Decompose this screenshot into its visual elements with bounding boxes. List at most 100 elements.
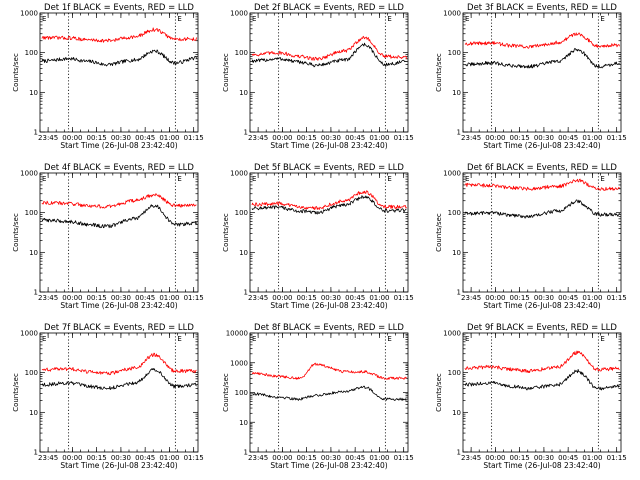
x-tick-label: 01:00 [582,454,602,462]
x-axis-label: Start Time (26-Jul-08 23:42:40) [60,461,177,470]
plot-title: Det 1f BLACK = Events, RED = LLD [44,3,194,13]
y-tick-label: 1 [244,129,248,137]
x-tick-label: 00:45 [135,134,155,142]
y-tick-label: 100 [25,369,38,377]
y-axis-label: Counts/sec [12,53,20,92]
eclipse-marker-label: E [42,335,46,343]
plot-title: Det 4f BLACK = Events, RED = LLD [44,163,194,173]
y-tick-label: 1 [457,289,461,297]
x-axis-label: Start Time (26-Jul-08 23:42:40) [60,301,177,310]
x-tick-label: 00:45 [345,134,365,142]
x-tick-label: 00:45 [135,454,155,462]
x-tick-label: 01:00 [159,294,179,302]
x-tick-label: 00:00 [62,294,82,302]
eclipse-marker-label: E [252,335,256,343]
y-tick-label: 10000 [226,330,248,338]
plot-panel: Det 3f BLACK = Events, RED = LLD 1 10 100 10… [435,3,627,150]
x-tick-label: 23:45 [248,294,268,302]
y-tick-label: 100 [448,49,461,57]
plot-panel: Det 5f BLACK = Events, RED = LLD 1 10 100 10… [222,163,414,310]
y-axis-label: Counts/sec [222,373,230,412]
x-tick-label: 00:45 [558,294,578,302]
y-tick-label: 1000 [443,330,461,338]
y-tick-label: 10 [239,249,248,257]
y-tick-label: 10 [452,249,461,257]
y-tick-label: 1 [457,449,461,457]
events-series-line [464,199,620,219]
y-axis-label: Counts/sec [222,213,230,252]
x-tick-label: 00:30 [111,294,131,302]
y-tick-label: 100 [235,49,248,57]
plot-panel: Det 6f BLACK = Events, RED = LLD 1 10 100 10… [435,163,627,310]
x-tick-label: 00:00 [272,294,292,302]
eclipse-marker-label: E [465,175,469,183]
x-tick-label: 00:30 [321,294,341,302]
plot-frame [249,332,409,453]
eclipse-marker-label: E [387,335,391,343]
x-tick-label: 01:15 [394,294,414,302]
x-tick-label: 00:15 [297,454,317,462]
eclipse-marker-label: E [600,175,604,183]
y-tick-label: 1 [244,449,248,457]
plot-title: Det 7f BLACK = Events, RED = LLD [44,323,194,333]
y-tick-label: 10 [239,419,248,427]
y-axis-label: Counts/sec [222,53,230,92]
plot-frame [249,12,409,133]
plot-title: Det 9f BLACK = Events, RED = LLD [467,323,617,333]
y-tick-label: 100 [448,369,461,377]
y-tick-label: 1 [457,129,461,137]
x-axis-label: Start Time (26-Jul-08 23:42:40) [270,141,387,150]
y-axis-label: Counts/sec [12,373,20,412]
x-tick-label: 01:00 [582,134,602,142]
events-series-line [464,47,620,69]
x-axis-label: Start Time (26-Jul-08 23:42:40) [60,141,177,150]
x-tick-label: 00:30 [534,294,554,302]
x-tick-label: 23:45 [461,454,481,462]
x-tick-label: 00:00 [272,454,292,462]
eclipse-marker-label: E [177,175,181,183]
plot-panel: Det 2f BLACK = Events, RED = LLD 1 10 100 10… [222,3,414,150]
x-tick-label: 23:45 [38,134,58,142]
eclipse-marker-label: E [600,335,604,343]
x-tick-label: 00:45 [135,294,155,302]
eclipse-marker-label: E [177,335,181,343]
y-axis-label: Counts/sec [435,373,443,412]
y-tick-label: 1 [34,289,38,297]
plot-panel: Det 7f BLACK = Events, RED = LLD 1 10 100 10… [12,323,204,470]
x-tick-label: 00:15 [510,454,530,462]
x-tick-label: 01:15 [394,134,414,142]
lld-series-line [41,27,197,43]
plot-frame [249,172,409,293]
y-tick-label: 1000 [443,10,461,18]
x-tick-label: 00:00 [62,454,82,462]
x-axis-label: Start Time (26-Jul-08 23:42:40) [483,461,600,470]
plot-panel: Det 1f BLACK = Events, RED = LLD 1 10 100 10… [12,3,204,150]
events-series-line [251,42,407,68]
y-tick-label: 1 [34,449,38,457]
lld-series-line [41,193,197,209]
plot-panel: Det 4f BLACK = Events, RED = LLD 1 10 100 10… [12,163,204,310]
plot-frame [462,12,622,133]
x-tick-label: 00:15 [297,134,317,142]
eclipse-marker-label: E [387,175,391,183]
plot-panel: Det 9f BLACK = Events, RED = LLD 1 10 100 10… [435,323,627,470]
lld-series-line [464,32,620,49]
lld-series-line [251,362,407,380]
y-axis-label: Counts/sec [12,213,20,252]
plot-panel: Det 8f BLACK = Events, RED = LLD 1 10 100 10… [222,323,414,470]
x-tick-label: 01:00 [369,294,389,302]
plot-title: Det 2f BLACK = Events, RED = LLD [254,3,404,13]
x-tick-label: 00:30 [321,454,341,462]
x-tick-label: 01:15 [394,454,414,462]
x-tick-label: 00:30 [534,134,554,142]
x-tick-label: 00:30 [111,454,131,462]
x-tick-label: 01:00 [369,454,389,462]
y-tick-label: 100 [25,209,38,217]
x-tick-label: 23:45 [248,134,268,142]
y-tick-label: 10 [29,249,38,257]
y-tick-label: 100 [235,209,248,217]
x-tick-label: 00:15 [87,454,107,462]
x-axis-label: Start Time (26-Jul-08 23:42:40) [483,301,600,310]
eclipse-marker-label: E [600,15,604,23]
